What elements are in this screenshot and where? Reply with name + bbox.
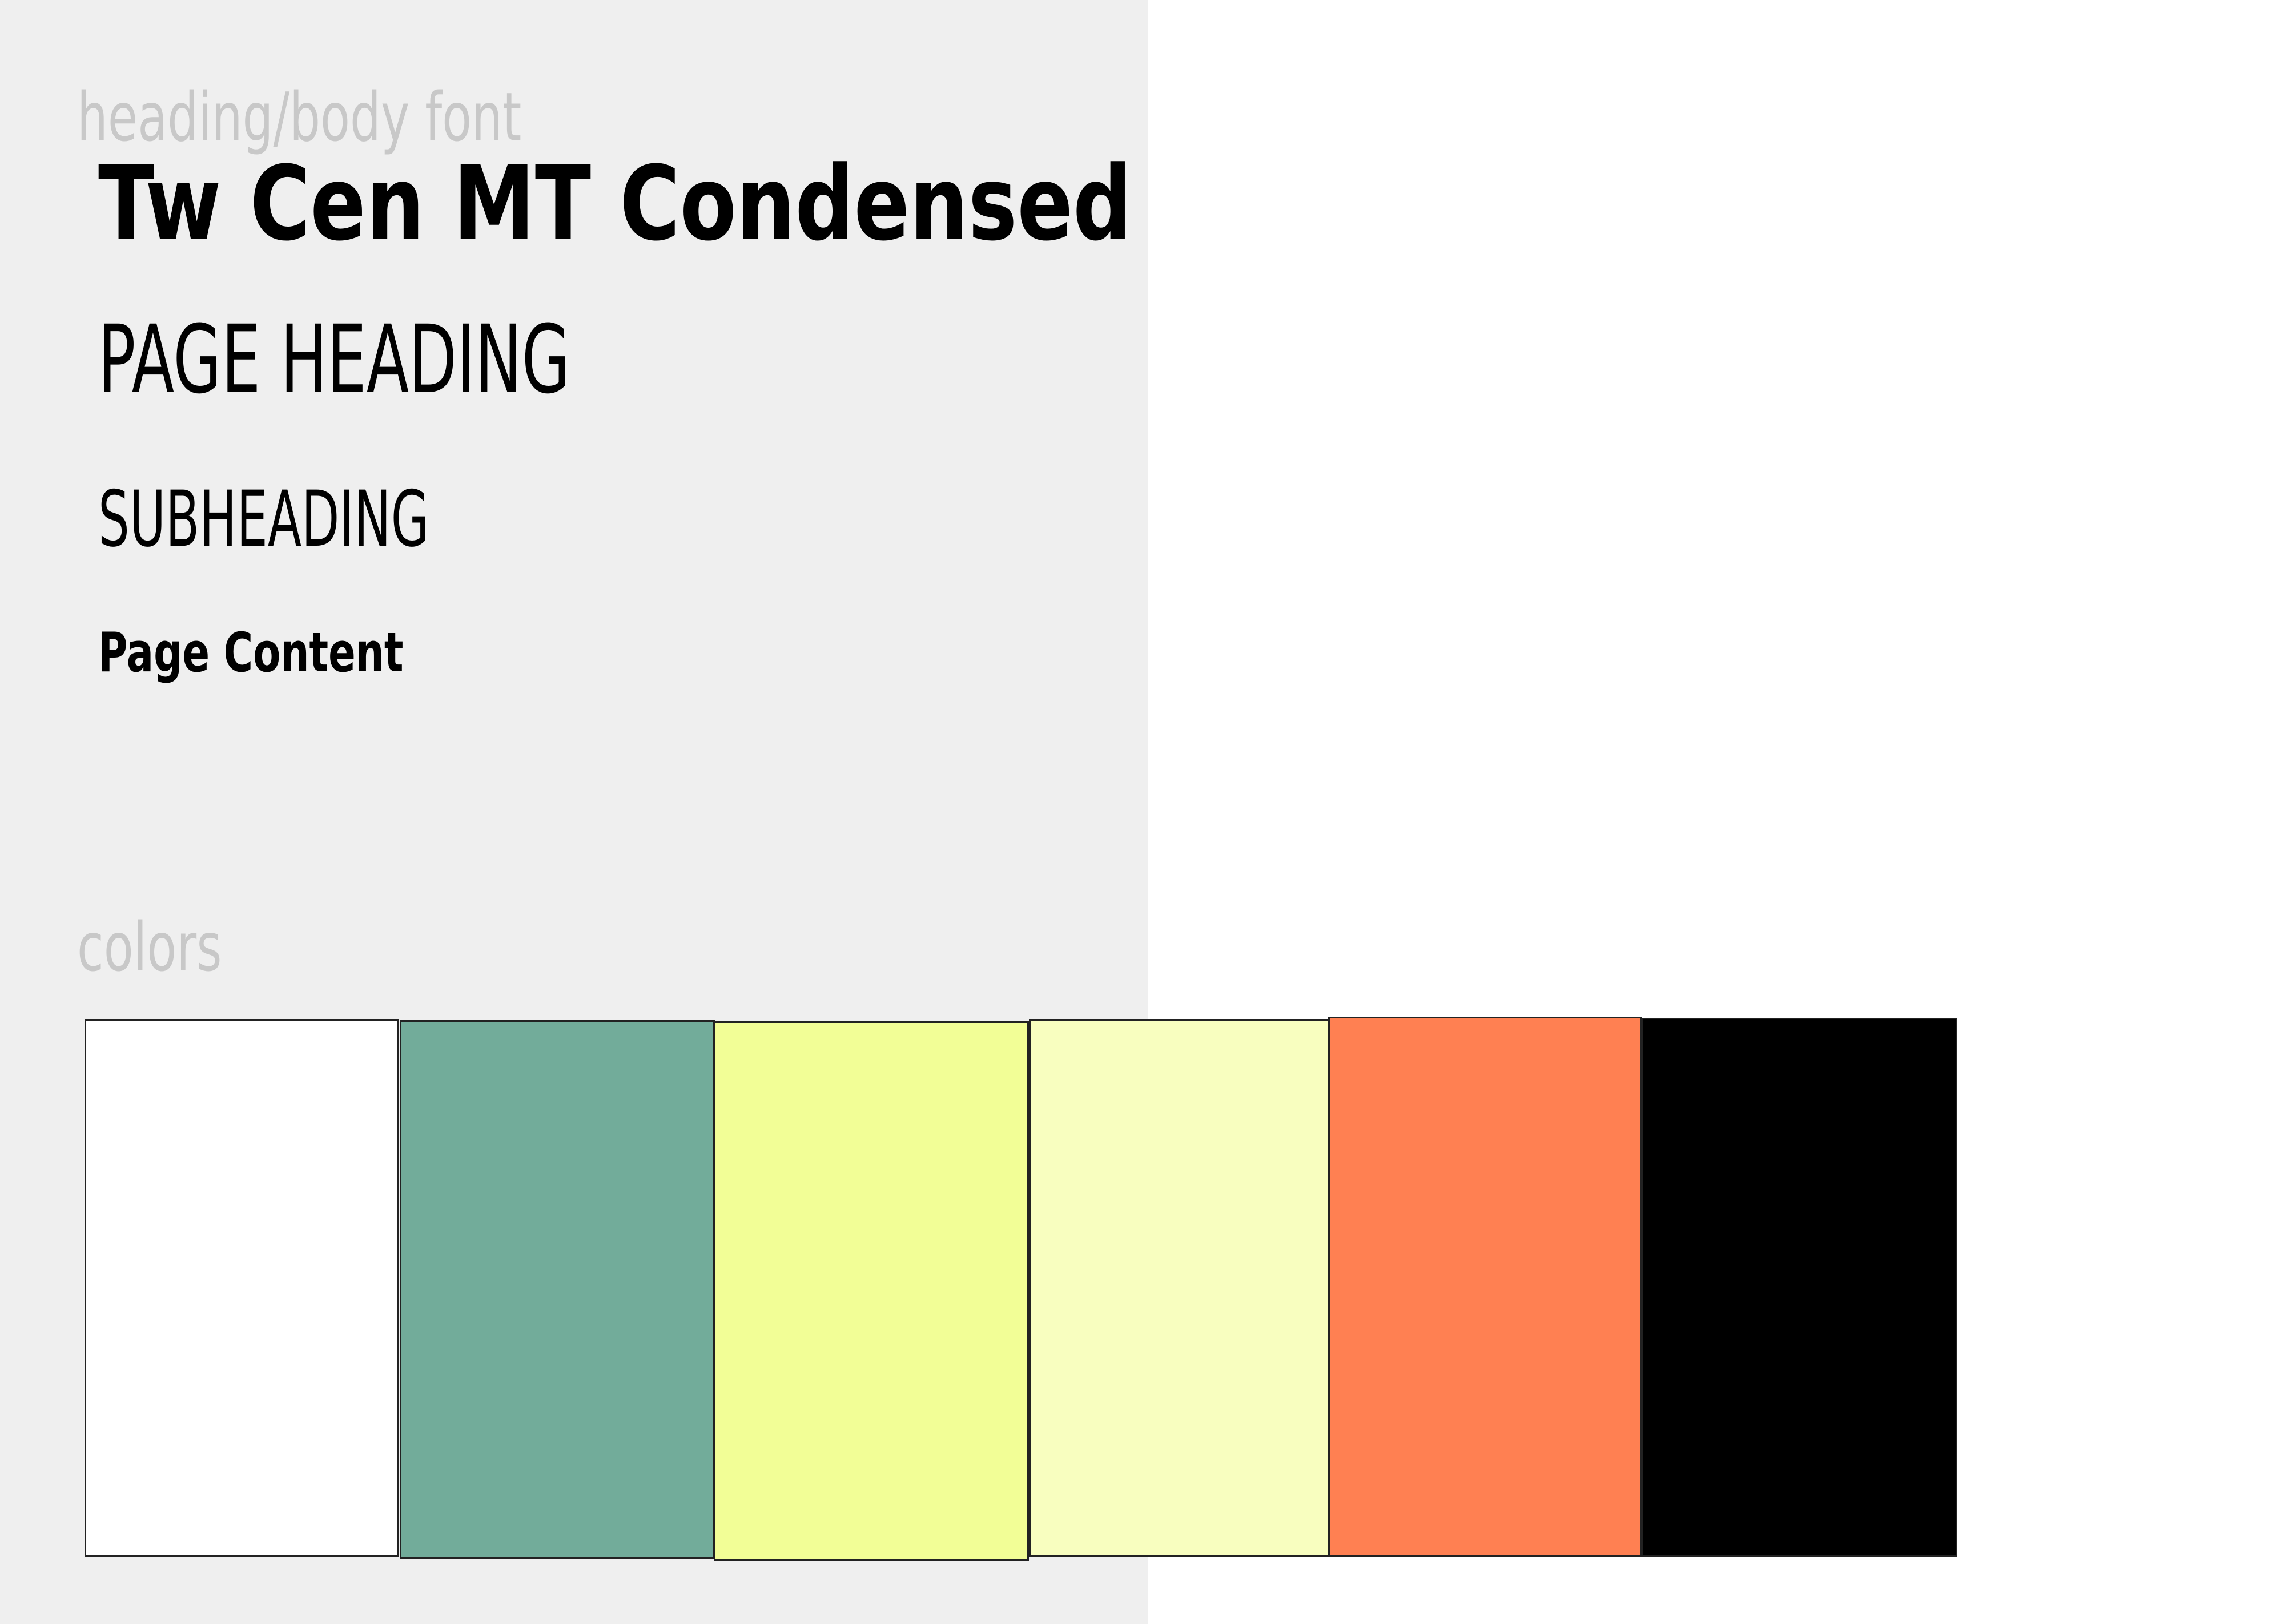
color-swatch-teal	[400, 1020, 715, 1559]
colors-section-label: colors	[77, 908, 222, 986]
page-heading-sample: PAGE HEADING	[98, 305, 570, 414]
font-name: Tw Cen MT Condensed	[98, 144, 1132, 264]
subheading-sample: SUBHEADING	[98, 474, 429, 564]
color-swatch-white	[85, 1019, 399, 1557]
color-swatch-pale-yellow	[1029, 1019, 1329, 1557]
font-section-label: heading/body font	[77, 78, 522, 156]
color-swatch-black	[1641, 1018, 1957, 1557]
page-content-sample: Page Content	[98, 622, 404, 684]
color-swatch-orange	[1328, 1017, 1642, 1557]
color-swatch-yellow	[714, 1021, 1029, 1561]
